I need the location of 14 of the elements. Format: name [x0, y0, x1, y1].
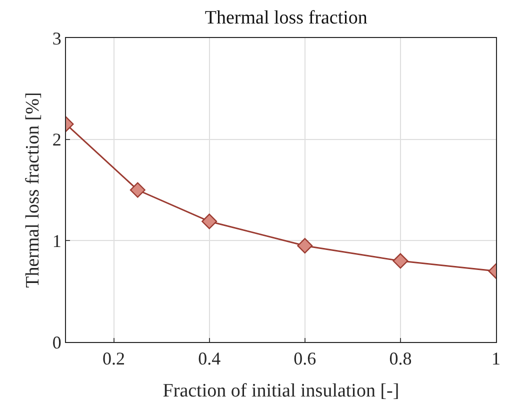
x-tick-label: 0.4: [198, 348, 221, 369]
y-axis-title: Thermal loss fraction [%]: [22, 92, 44, 288]
y-tick-label: 0: [52, 332, 62, 352]
point: [202, 214, 218, 230]
x-tick-label: 0.8: [389, 348, 412, 369]
point: [297, 238, 313, 254]
x-tick-label: 0.6: [294, 348, 316, 369]
y-tick-label: 1: [52, 230, 62, 251]
x-tick-label: 1: [492, 348, 500, 369]
x-axis-title: Fraction of initial insulation [-]: [162, 380, 400, 402]
y-tick-label: 2: [52, 130, 62, 150]
y-tick-label: 3: [52, 28, 62, 48]
chart-title: Thermal loss fraction: [204, 8, 368, 29]
x-tick-label: 0.2: [102, 348, 126, 369]
